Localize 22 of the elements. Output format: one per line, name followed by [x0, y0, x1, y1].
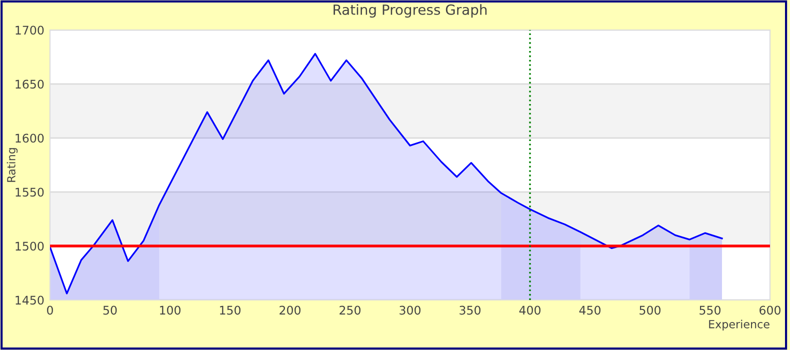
x-tick-label: 350 [460, 306, 480, 315]
x-tick-label: 200 [280, 306, 300, 315]
x-tick-label: 300 [400, 306, 420, 315]
y-tick-label: 1500 [16, 242, 44, 251]
x-tick-label: 250 [340, 306, 360, 315]
y-tick-label: 1450 [16, 296, 44, 305]
x-tick-label: 150 [220, 306, 240, 315]
chart-title: Rating Progress Graph [334, 4, 487, 18]
y-axis-title: Rating [6, 148, 18, 182]
x-tick-label: 100 [160, 306, 180, 315]
x-tick-label: 600 [760, 306, 780, 315]
x-tick-label: 0 [47, 306, 53, 315]
y-tick-label: 1550 [16, 188, 44, 197]
x-tick-label: 450 [579, 306, 600, 315]
x-tick-label: 400 [519, 306, 540, 315]
y-tick-label: 1600 [16, 134, 44, 143]
y-tick-label: 1700 [16, 26, 44, 35]
x-tick-label: 500 [640, 306, 660, 315]
x-tick-label: 50 [103, 306, 117, 315]
y-tick-label: 1650 [16, 80, 44, 89]
x-tick-label: 550 [700, 306, 720, 315]
x-axis-title: Experience [709, 320, 770, 331]
